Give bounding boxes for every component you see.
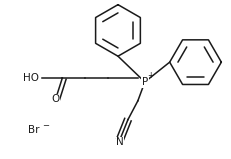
- Text: Br: Br: [28, 124, 39, 135]
- Text: −: −: [42, 122, 49, 131]
- Text: +: +: [147, 72, 154, 80]
- Text: P: P: [142, 77, 148, 87]
- Text: O: O: [51, 94, 60, 104]
- Text: HO: HO: [22, 73, 39, 83]
- Text: N: N: [116, 137, 124, 147]
